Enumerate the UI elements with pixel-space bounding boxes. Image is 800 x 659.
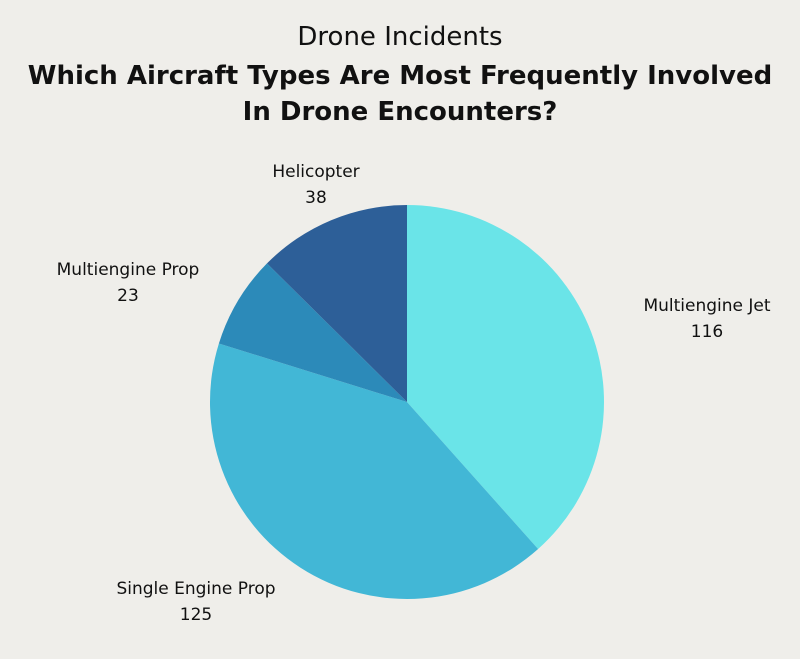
label-single-engine-prop: Single Engine Prop 125 [96, 576, 296, 628]
value-label: 38 [305, 188, 327, 208]
label-multiengine-prop: Multiengine Prop 23 [28, 257, 228, 309]
pie-slice-multiengine-prop [218, 263, 407, 402]
pie-slice-helicopter [266, 205, 407, 402]
category-label: Multiengine Jet [643, 296, 771, 316]
category-label: Single Engine Prop [116, 579, 276, 599]
label-multiengine-jet: Multiengine Jet 116 [607, 293, 800, 345]
value-label: 125 [179, 605, 213, 625]
category-label: Helicopter [272, 162, 360, 182]
pie-slice-single-engine-prop [210, 343, 539, 599]
pie-slice-multiengine-jet [407, 205, 604, 550]
value-label: 116 [690, 322, 724, 342]
label-helicopter: Helicopter 38 [216, 159, 416, 211]
category-label: Multiengine Prop [56, 260, 200, 280]
chart-subtitle: Which Aircraft Types Are Most Frequently… [27, 61, 773, 127]
value-label: 23 [117, 286, 139, 306]
chart-title: Drone Incidents [297, 22, 503, 52]
